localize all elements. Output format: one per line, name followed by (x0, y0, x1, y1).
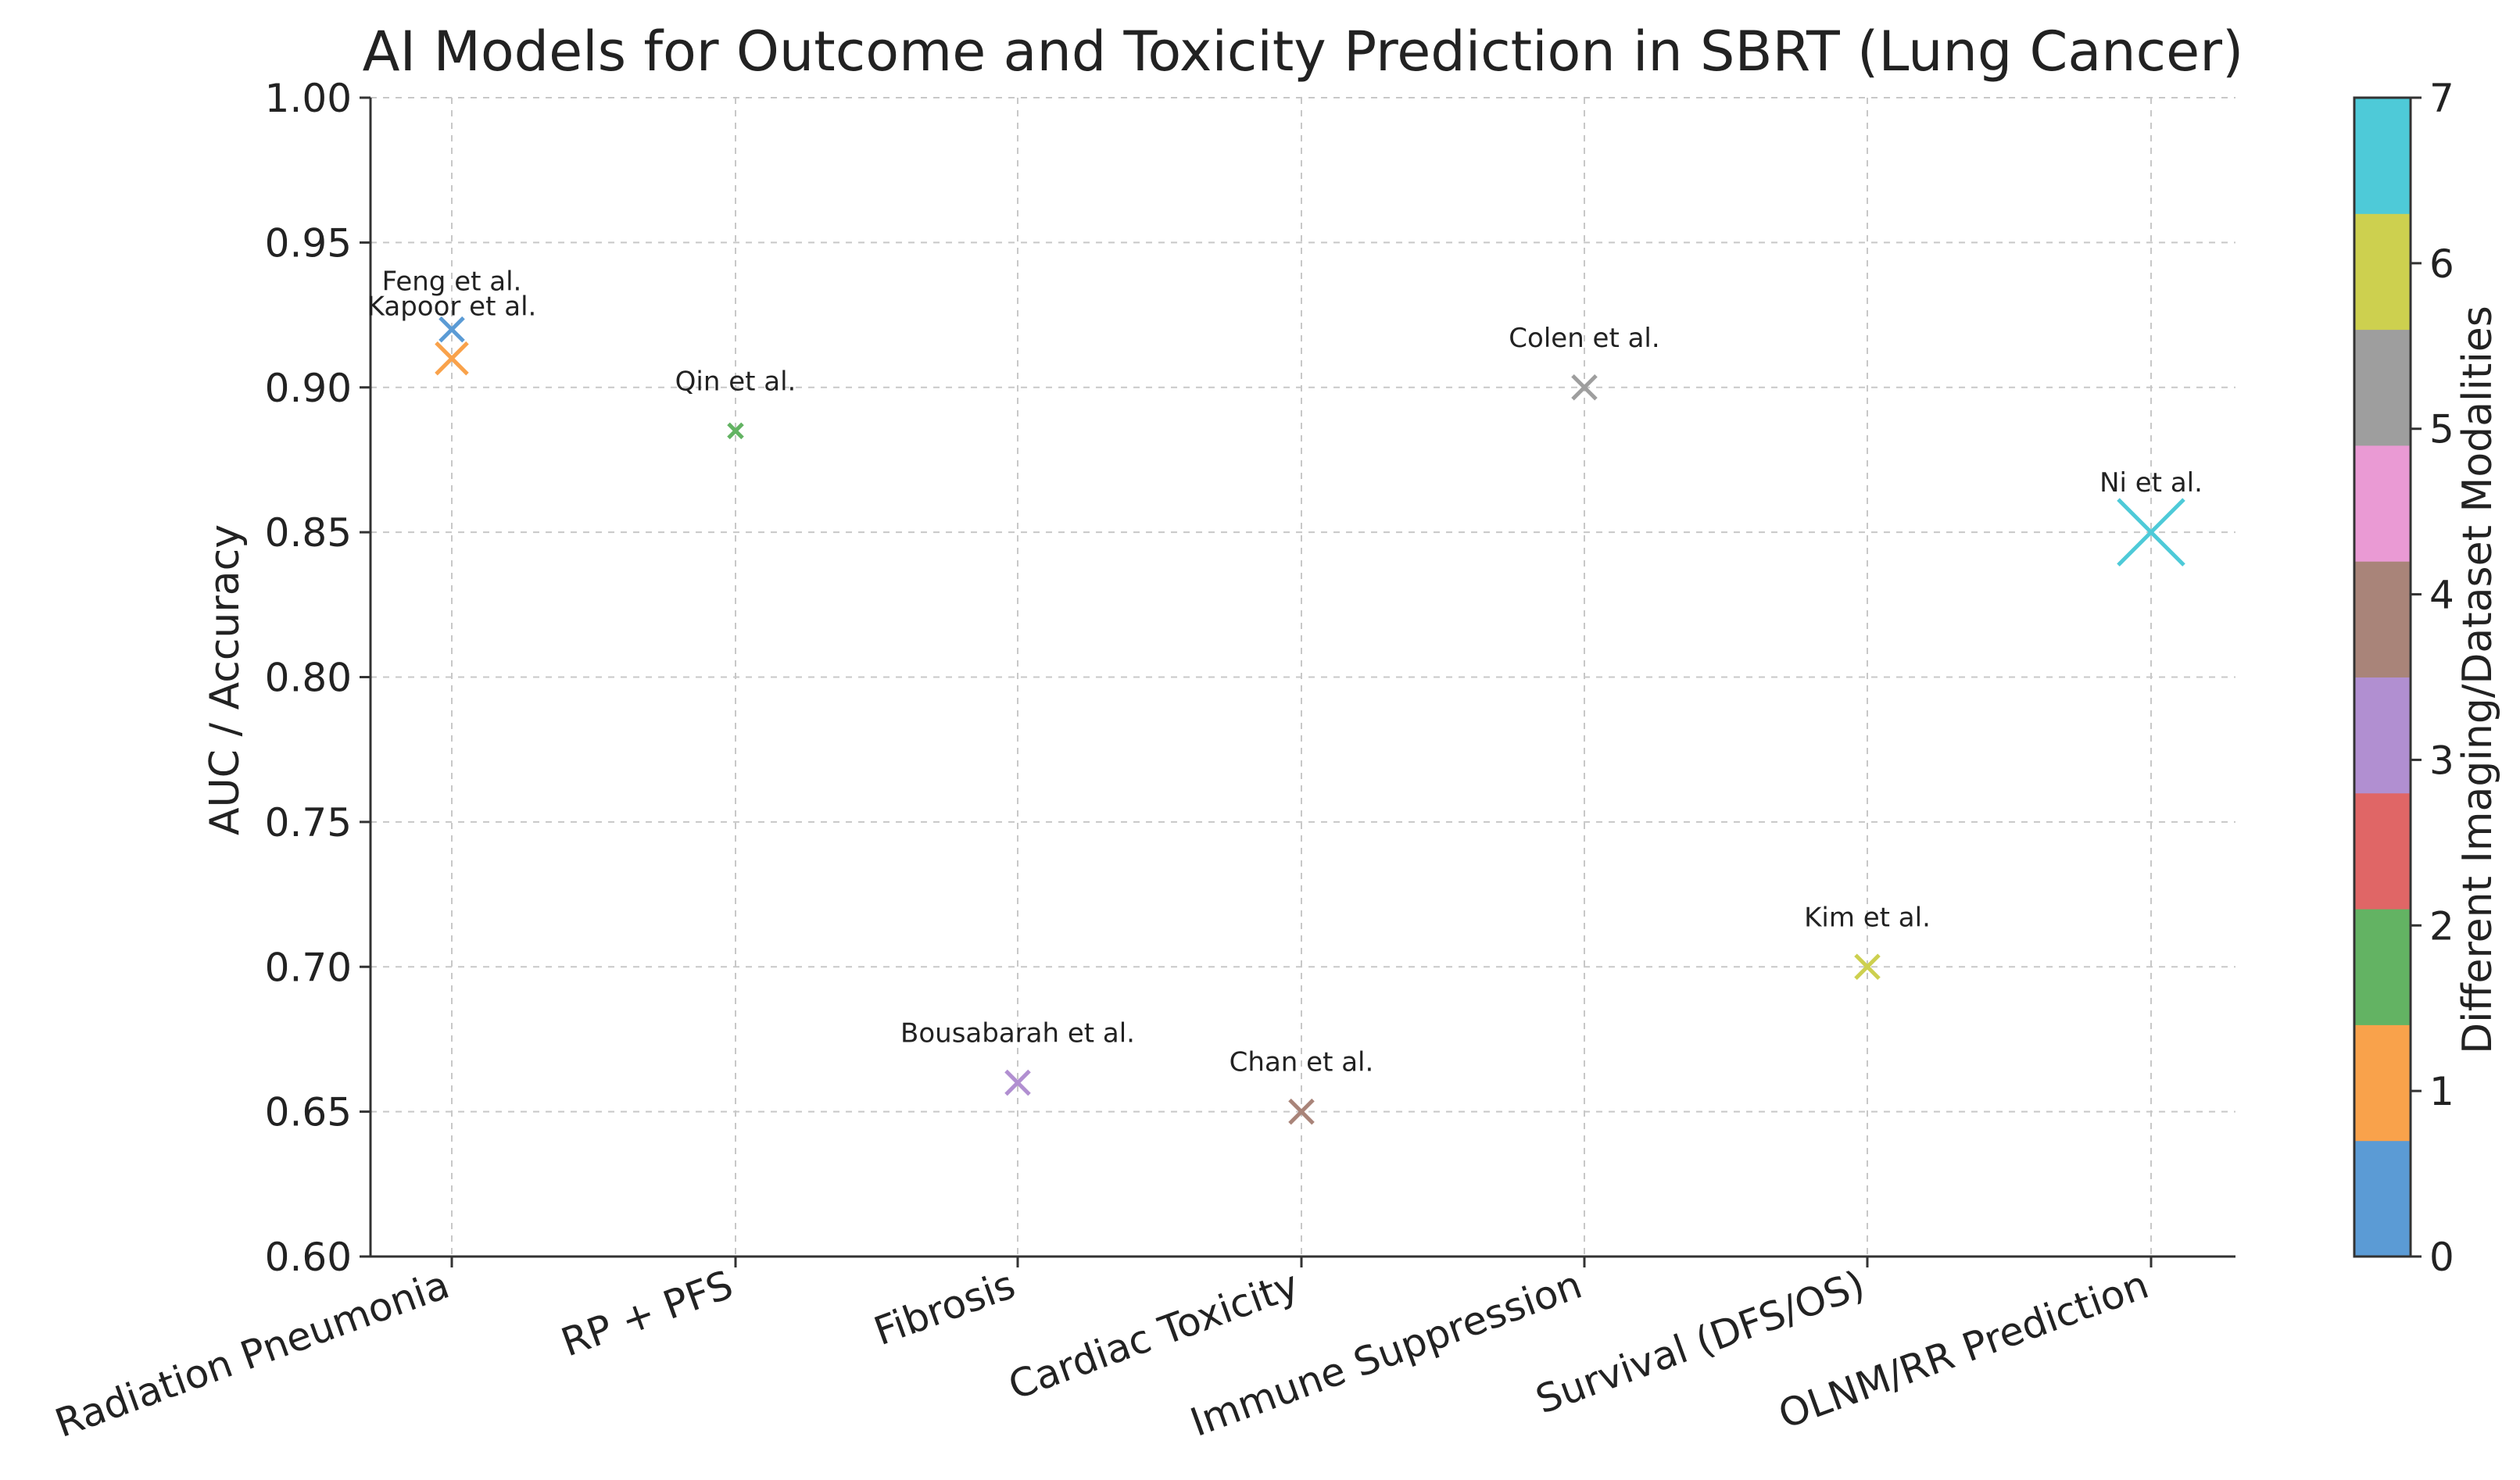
colorbar-tick-label: 0 (2429, 1235, 2454, 1280)
point-marker-stroke (1004, 1069, 1031, 1096)
point-label: Chan et al. (1230, 1047, 1374, 1078)
colorbar-tick-label: 7 (2429, 76, 2454, 121)
data-point (438, 316, 465, 343)
point-label: Kapoor et al. (367, 291, 537, 323)
point-marker-stroke (435, 341, 469, 376)
y-tick-label: 0.60 (265, 1235, 352, 1280)
data-point (1004, 1069, 1031, 1096)
grid-layer (370, 97, 2235, 1257)
point-marker-stroke (1854, 953, 1881, 981)
y-axis-label: AUC / Accuracy (202, 524, 249, 835)
x-tick-label: RP + PFS (556, 1262, 739, 1366)
y-tick-label: 0.80 (265, 656, 352, 701)
x-tick-label: Fibrosis (868, 1262, 1021, 1354)
y-tick-label: 1.00 (265, 76, 352, 121)
point-label: Colen et al. (1509, 323, 1659, 354)
chart-title: AI Models for Outcome and Toxicity Predi… (363, 20, 2244, 84)
marks-layer: Feng et al.Kapoor et al. Qin et al. Bousab… (367, 266, 2203, 1125)
colorbar-tick-label: 4 (2429, 573, 2454, 618)
axes-layer: 0.60 0.65 0.70 0.75 0.80 0.85 0.90 0.95 1.00 Radi… (49, 76, 2235, 1446)
data-point (435, 341, 469, 376)
point-label: Ni et al. (2099, 467, 2203, 499)
point-label: Kim et al. (1804, 902, 1931, 933)
colorbar-tick-label: 5 (2429, 407, 2454, 452)
y-tick-label: 0.90 (265, 366, 352, 411)
point-marker-stroke (1288, 1098, 1315, 1125)
colorbar-segment (2354, 1024, 2411, 1142)
data-point (1854, 953, 1881, 981)
y-tick-label: 0.85 (265, 510, 352, 556)
colorbar-segment (2354, 677, 2411, 794)
point-label: Feng et al. (382, 266, 522, 298)
y-tick-label: 0.65 (265, 1090, 352, 1135)
colorbar-tick-label: 3 (2429, 738, 2454, 783)
colorbar-segment (2354, 561, 2411, 677)
colorbar-frame (2353, 96, 2412, 1258)
data-point (1288, 1098, 1315, 1125)
colorbar: 0 1 2 3 4 5 6 7 (2353, 76, 2454, 1280)
point-marker-stroke (2117, 498, 2185, 567)
point-marker-stroke (438, 316, 465, 343)
data-point (727, 422, 744, 440)
colorbar-segment (2354, 98, 2411, 214)
colorbar-segment (2354, 213, 2411, 331)
colorbar-tick-label: 2 (2429, 903, 2454, 949)
point-label: Qin et al. (675, 366, 796, 397)
colorbar-segment (2354, 1140, 2411, 1257)
y-tick-label: 0.75 (265, 800, 352, 845)
y-tick-label: 0.95 (265, 220, 352, 266)
colorbar-segment (2354, 909, 2411, 1025)
point-marker-stroke (1571, 374, 1598, 401)
point-marker-stroke (727, 422, 744, 440)
x-tick-label: Radiation Pneumonia (49, 1262, 455, 1446)
colorbar-segment (2354, 445, 2411, 562)
colorbar-segment (2354, 329, 2411, 446)
data-point (2117, 498, 2185, 567)
data-point (1571, 374, 1598, 401)
y-tick-label: 0.70 (265, 945, 352, 990)
colorbar-tick-label: 6 (2429, 241, 2454, 287)
colorbar-tick-label: 1 (2429, 1069, 2454, 1114)
point-label: Bousabarah et al. (900, 1018, 1135, 1049)
colorbar-segment (2354, 792, 2411, 910)
colorbar-label: Different Imaging/Dataset Modalities (2454, 306, 2501, 1054)
